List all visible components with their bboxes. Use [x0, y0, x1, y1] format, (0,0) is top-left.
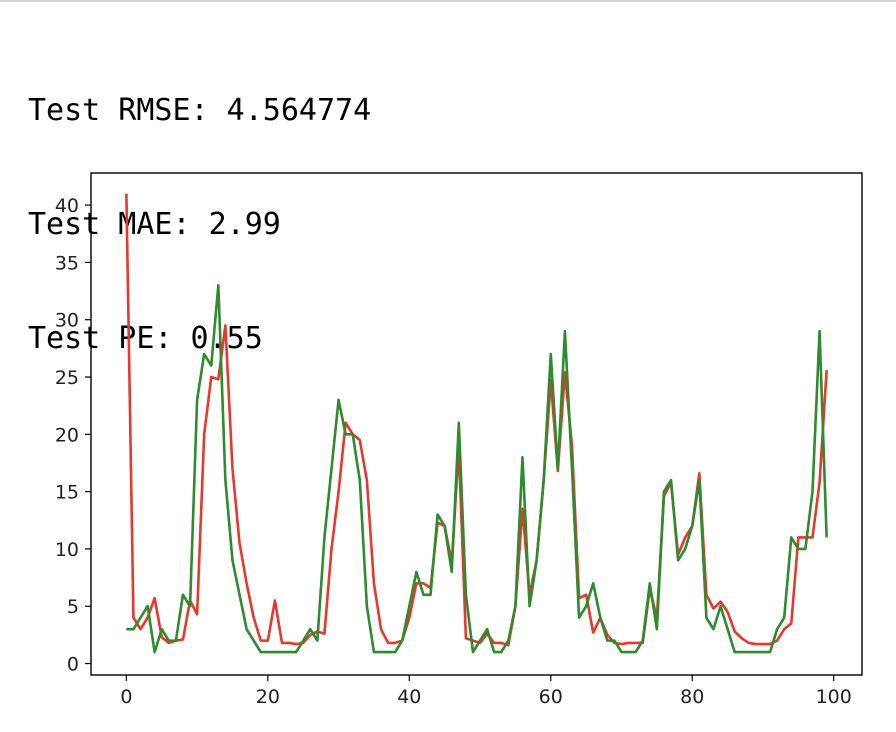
y-tick-label: 30: [55, 310, 79, 332]
y-tick-label: 0: [67, 654, 79, 676]
x-tick-label: 80: [680, 686, 704, 708]
x-tick-label: 60: [539, 686, 563, 708]
y-tick-label: 35: [55, 252, 79, 274]
mae-line: Test MAE: 2.99: [28, 207, 281, 242]
x-tick-label: 0: [120, 686, 132, 708]
rmse-line: Test RMSE: 4.564774: [28, 93, 372, 128]
x-tick-label: 100: [816, 686, 852, 708]
cell-output-text: Test RMSE: 4.564774 Test MAE: 2.99 Test …: [28, 16, 371, 396]
series-line-1: [125, 193, 828, 647]
plot-frame: [90, 172, 863, 676]
y-tick-label: 10: [55, 539, 79, 561]
x-tick-label: 20: [256, 686, 280, 708]
cell-top-border: [0, 0, 896, 2]
y-tick-label: 5: [67, 596, 79, 618]
x-tick-label: 40: [397, 686, 421, 708]
y-tick-label: 20: [55, 424, 79, 446]
y-tick-label: 40: [55, 195, 79, 217]
y-tick-label: 15: [55, 482, 79, 504]
y-tick-label: 25: [55, 367, 79, 389]
series-line-2: [126, 284, 828, 654]
plot-series-layer: [125, 193, 828, 654]
tick-layer: 0 20 40 60 80 100 0 5 10 15 20 25 30 35 40: [55, 195, 852, 708]
